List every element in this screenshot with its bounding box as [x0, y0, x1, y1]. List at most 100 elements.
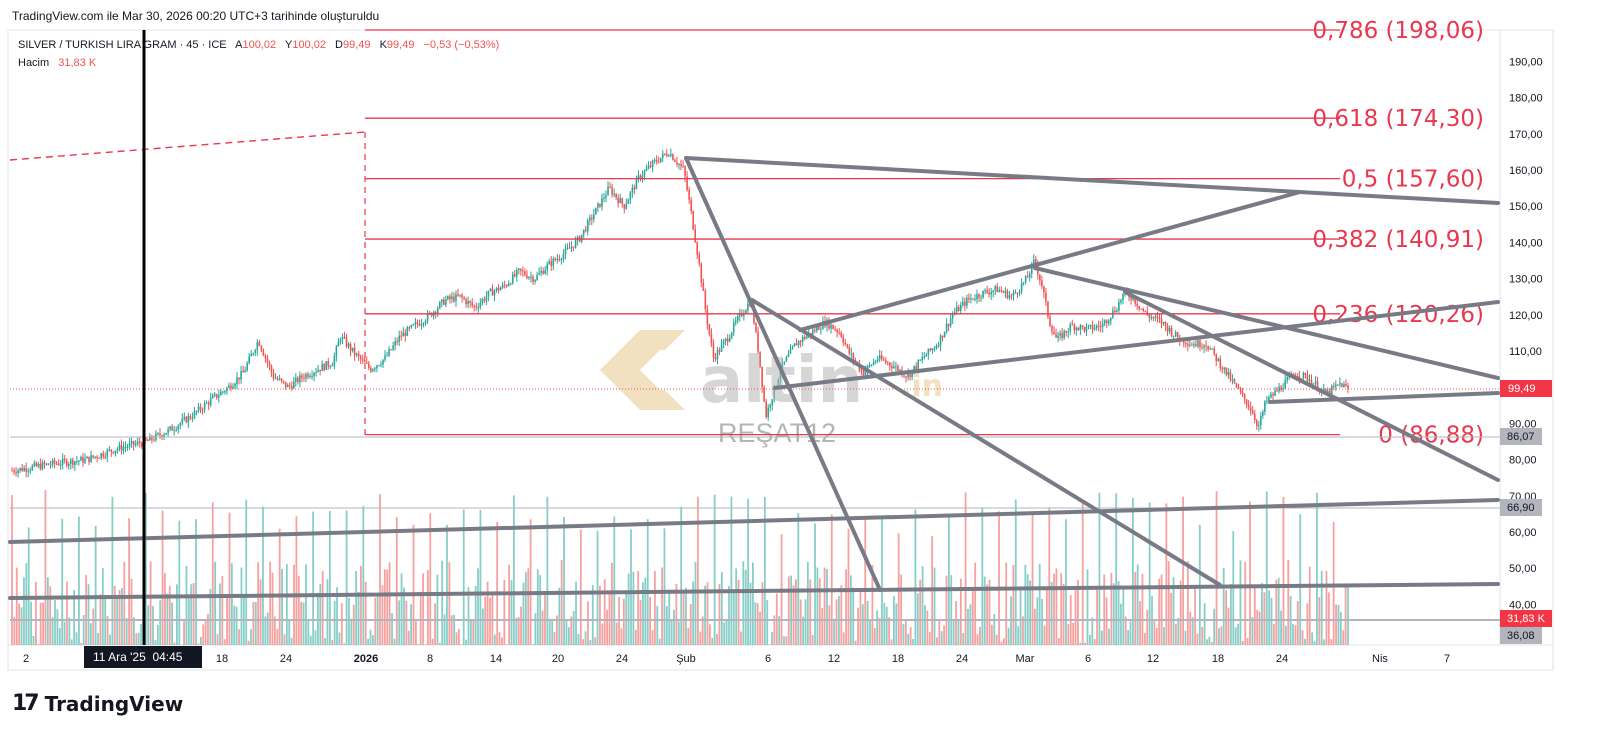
candle-body — [848, 346, 851, 354]
fib-level-label: 0,618 (174,30) — [1312, 106, 1484, 132]
candle-body — [92, 455, 94, 458]
candle-body — [1195, 344, 1197, 347]
candle-body — [1193, 344, 1195, 346]
trendline-5[interactable] — [773, 300, 1500, 390]
candle-body — [743, 313, 745, 316]
candle-body — [169, 426, 171, 429]
volume-bar — [1048, 507, 1051, 645]
candle-body — [1229, 372, 1232, 381]
volume-bar — [1347, 587, 1349, 645]
candle-body — [86, 456, 88, 459]
volume-bar — [536, 569, 539, 645]
volume-bar — [785, 636, 788, 645]
candle-body — [361, 359, 364, 361]
time-axis[interactable]: 2 18 24 2026 8 14 20 24 Şub 6 12 18 24 Mar 6 12 18 24 Nis 7 — [23, 653, 1450, 665]
tradingview-logo[interactable]: 17 TradingView — [12, 691, 183, 716]
volume-bar — [331, 640, 334, 645]
candle-body — [945, 323, 948, 332]
candle-body — [215, 394, 218, 398]
trendline-7[interactable] — [1123, 290, 1500, 482]
volume-bar — [649, 597, 652, 645]
volume-bar — [436, 574, 439, 645]
volume-bar — [1189, 611, 1192, 645]
volume-bar — [350, 618, 353, 645]
candle-body — [100, 453, 103, 458]
volume-bar — [1067, 624, 1070, 645]
volume-bar — [857, 607, 859, 645]
volume-bar — [1088, 634, 1091, 645]
candle-body — [130, 441, 133, 444]
legend-symbol[interactable]: SILVER / TURKISH LIRA GRAM · 45 · ICE — [18, 39, 227, 51]
candle-body — [783, 361, 786, 363]
volume-bar — [809, 579, 812, 645]
volume-bar — [407, 630, 410, 645]
volume-bar — [469, 619, 472, 645]
candle-body — [1077, 327, 1080, 330]
volume-bar — [123, 562, 126, 645]
trendline-8[interactable] — [1268, 391, 1500, 404]
volume-bar — [1258, 611, 1261, 645]
volume-bar — [1098, 492, 1101, 645]
badge-level-vol — [1500, 499, 1542, 516]
volume-bar — [713, 494, 716, 645]
candle-body — [1207, 346, 1209, 350]
trendlines[interactable] — [8, 156, 1500, 600]
created-caption: TradingView.com ile Mar 30, 2026 00:20 U… — [12, 9, 380, 23]
candle-body — [191, 417, 194, 419]
volume-bar — [32, 635, 35, 645]
volume-bar — [883, 602, 886, 645]
time-tick-label: 24 — [1276, 653, 1288, 665]
candle-body — [532, 276, 534, 282]
candle-body — [799, 340, 802, 342]
price-axis[interactable]: 190,00 180,00 170,00 160,00 150,00 140,00 130,… — [1509, 56, 1543, 611]
trendline-4[interactable] — [798, 190, 1302, 332]
volume-bar — [417, 643, 420, 645]
candle-body — [576, 236, 579, 241]
volume-bar — [11, 495, 13, 645]
candle-body — [574, 240, 577, 248]
volume-bar — [1086, 569, 1089, 645]
candle-body — [591, 217, 593, 220]
trendline-10[interactable] — [8, 582, 1500, 600]
volume-bar — [842, 632, 845, 645]
volume-bar — [814, 523, 816, 645]
volume-bar — [27, 527, 30, 645]
price-tick-label: 50,00 — [1509, 563, 1537, 575]
volume-bar — [149, 561, 152, 645]
candle-body — [611, 187, 613, 195]
candle-body — [402, 332, 405, 337]
candle-body — [434, 311, 437, 314]
candle-body — [1018, 291, 1021, 294]
volume-bar — [140, 624, 142, 645]
candle-body — [41, 462, 44, 470]
candle-body — [895, 366, 897, 368]
trendline-1[interactable] — [684, 156, 1500, 205]
trendline-3[interactable] — [750, 298, 1222, 587]
candle-body — [370, 367, 372, 372]
candle-body — [1063, 330, 1065, 339]
volume-bar — [214, 561, 217, 645]
volume-bar — [565, 619, 568, 645]
candle-body — [994, 286, 997, 291]
volume-bar — [371, 635, 374, 645]
trendline-6[interactable] — [1033, 266, 1500, 380]
legend-volume-label[interactable]: Hacim — [18, 57, 49, 69]
volume-bar — [128, 518, 131, 645]
volume-bar — [25, 563, 28, 645]
candle-body — [128, 443, 131, 447]
candle-body — [668, 155, 670, 157]
volume-bar — [869, 620, 871, 645]
volume-bar — [498, 632, 501, 645]
volume-bar — [881, 518, 883, 645]
candle-body — [1022, 282, 1025, 284]
trendline-9[interactable] — [8, 498, 1500, 544]
candle-body — [736, 315, 739, 321]
candle-body — [763, 387, 765, 402]
volume-bar — [46, 577, 49, 645]
candle-body — [726, 338, 729, 342]
candle-body — [27, 470, 30, 472]
volume-bar — [685, 587, 687, 645]
candle-body — [509, 283, 512, 285]
volume-bar — [1105, 597, 1108, 645]
